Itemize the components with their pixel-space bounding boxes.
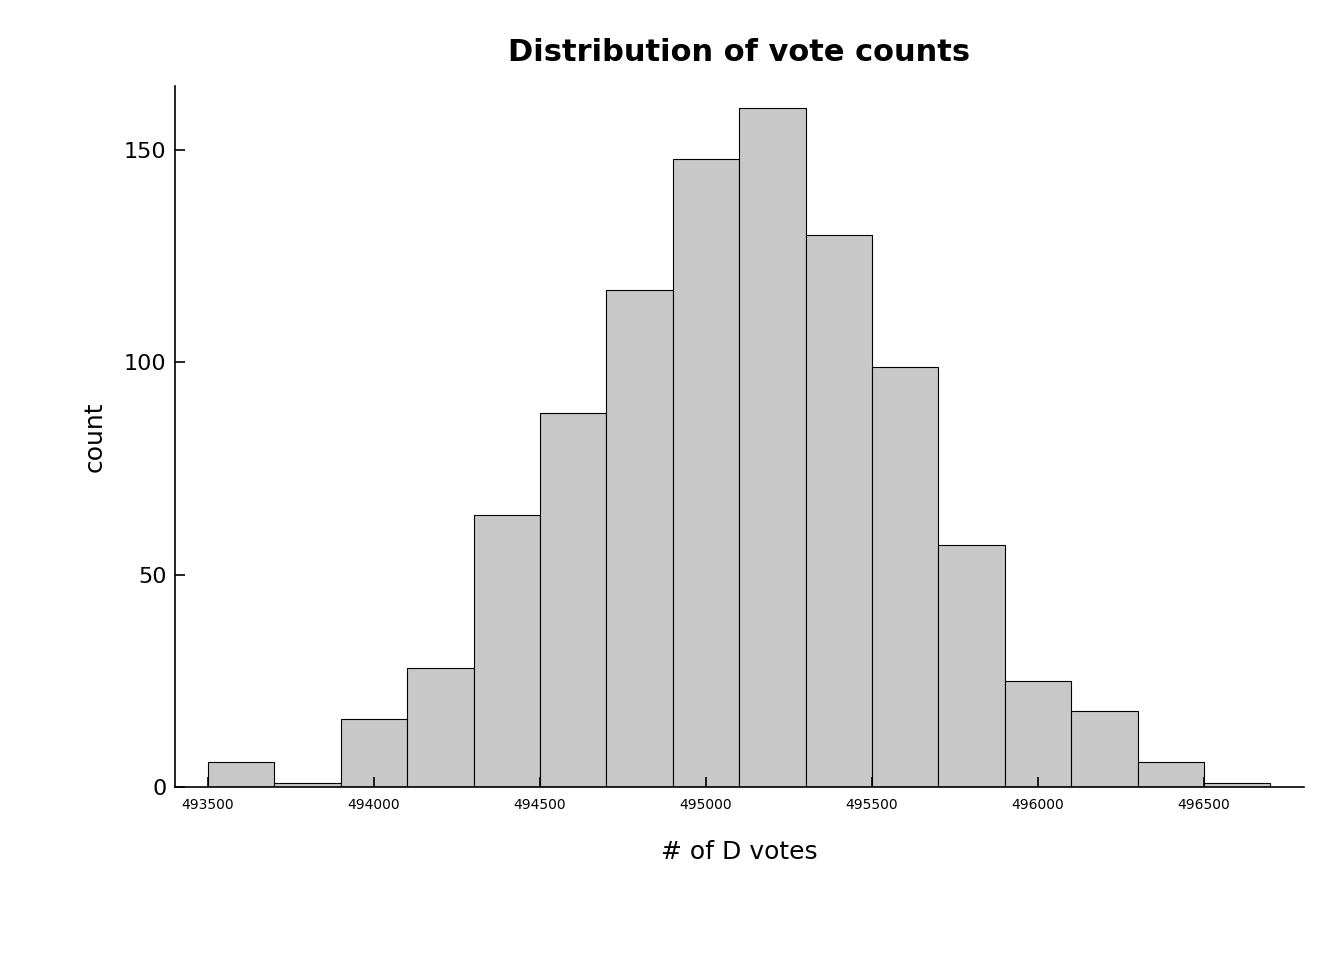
Bar	[473, 516, 540, 787]
X-axis label: # of D votes: # of D votes	[661, 840, 817, 864]
Title: Distribution of vote counts: Distribution of vote counts	[508, 38, 970, 67]
Y-axis label: count: count	[83, 401, 108, 472]
Bar	[540, 414, 606, 787]
Bar	[938, 545, 1005, 787]
Bar	[1071, 710, 1137, 787]
Bar	[739, 108, 805, 787]
Bar	[606, 290, 673, 787]
Bar	[1204, 783, 1270, 787]
Bar	[341, 719, 407, 787]
Bar	[872, 367, 938, 787]
Bar	[673, 158, 739, 787]
Bar	[208, 761, 274, 787]
Bar	[1137, 761, 1204, 787]
Bar	[805, 235, 872, 787]
Bar	[1005, 681, 1071, 787]
Bar	[407, 668, 473, 787]
Bar	[274, 783, 341, 787]
